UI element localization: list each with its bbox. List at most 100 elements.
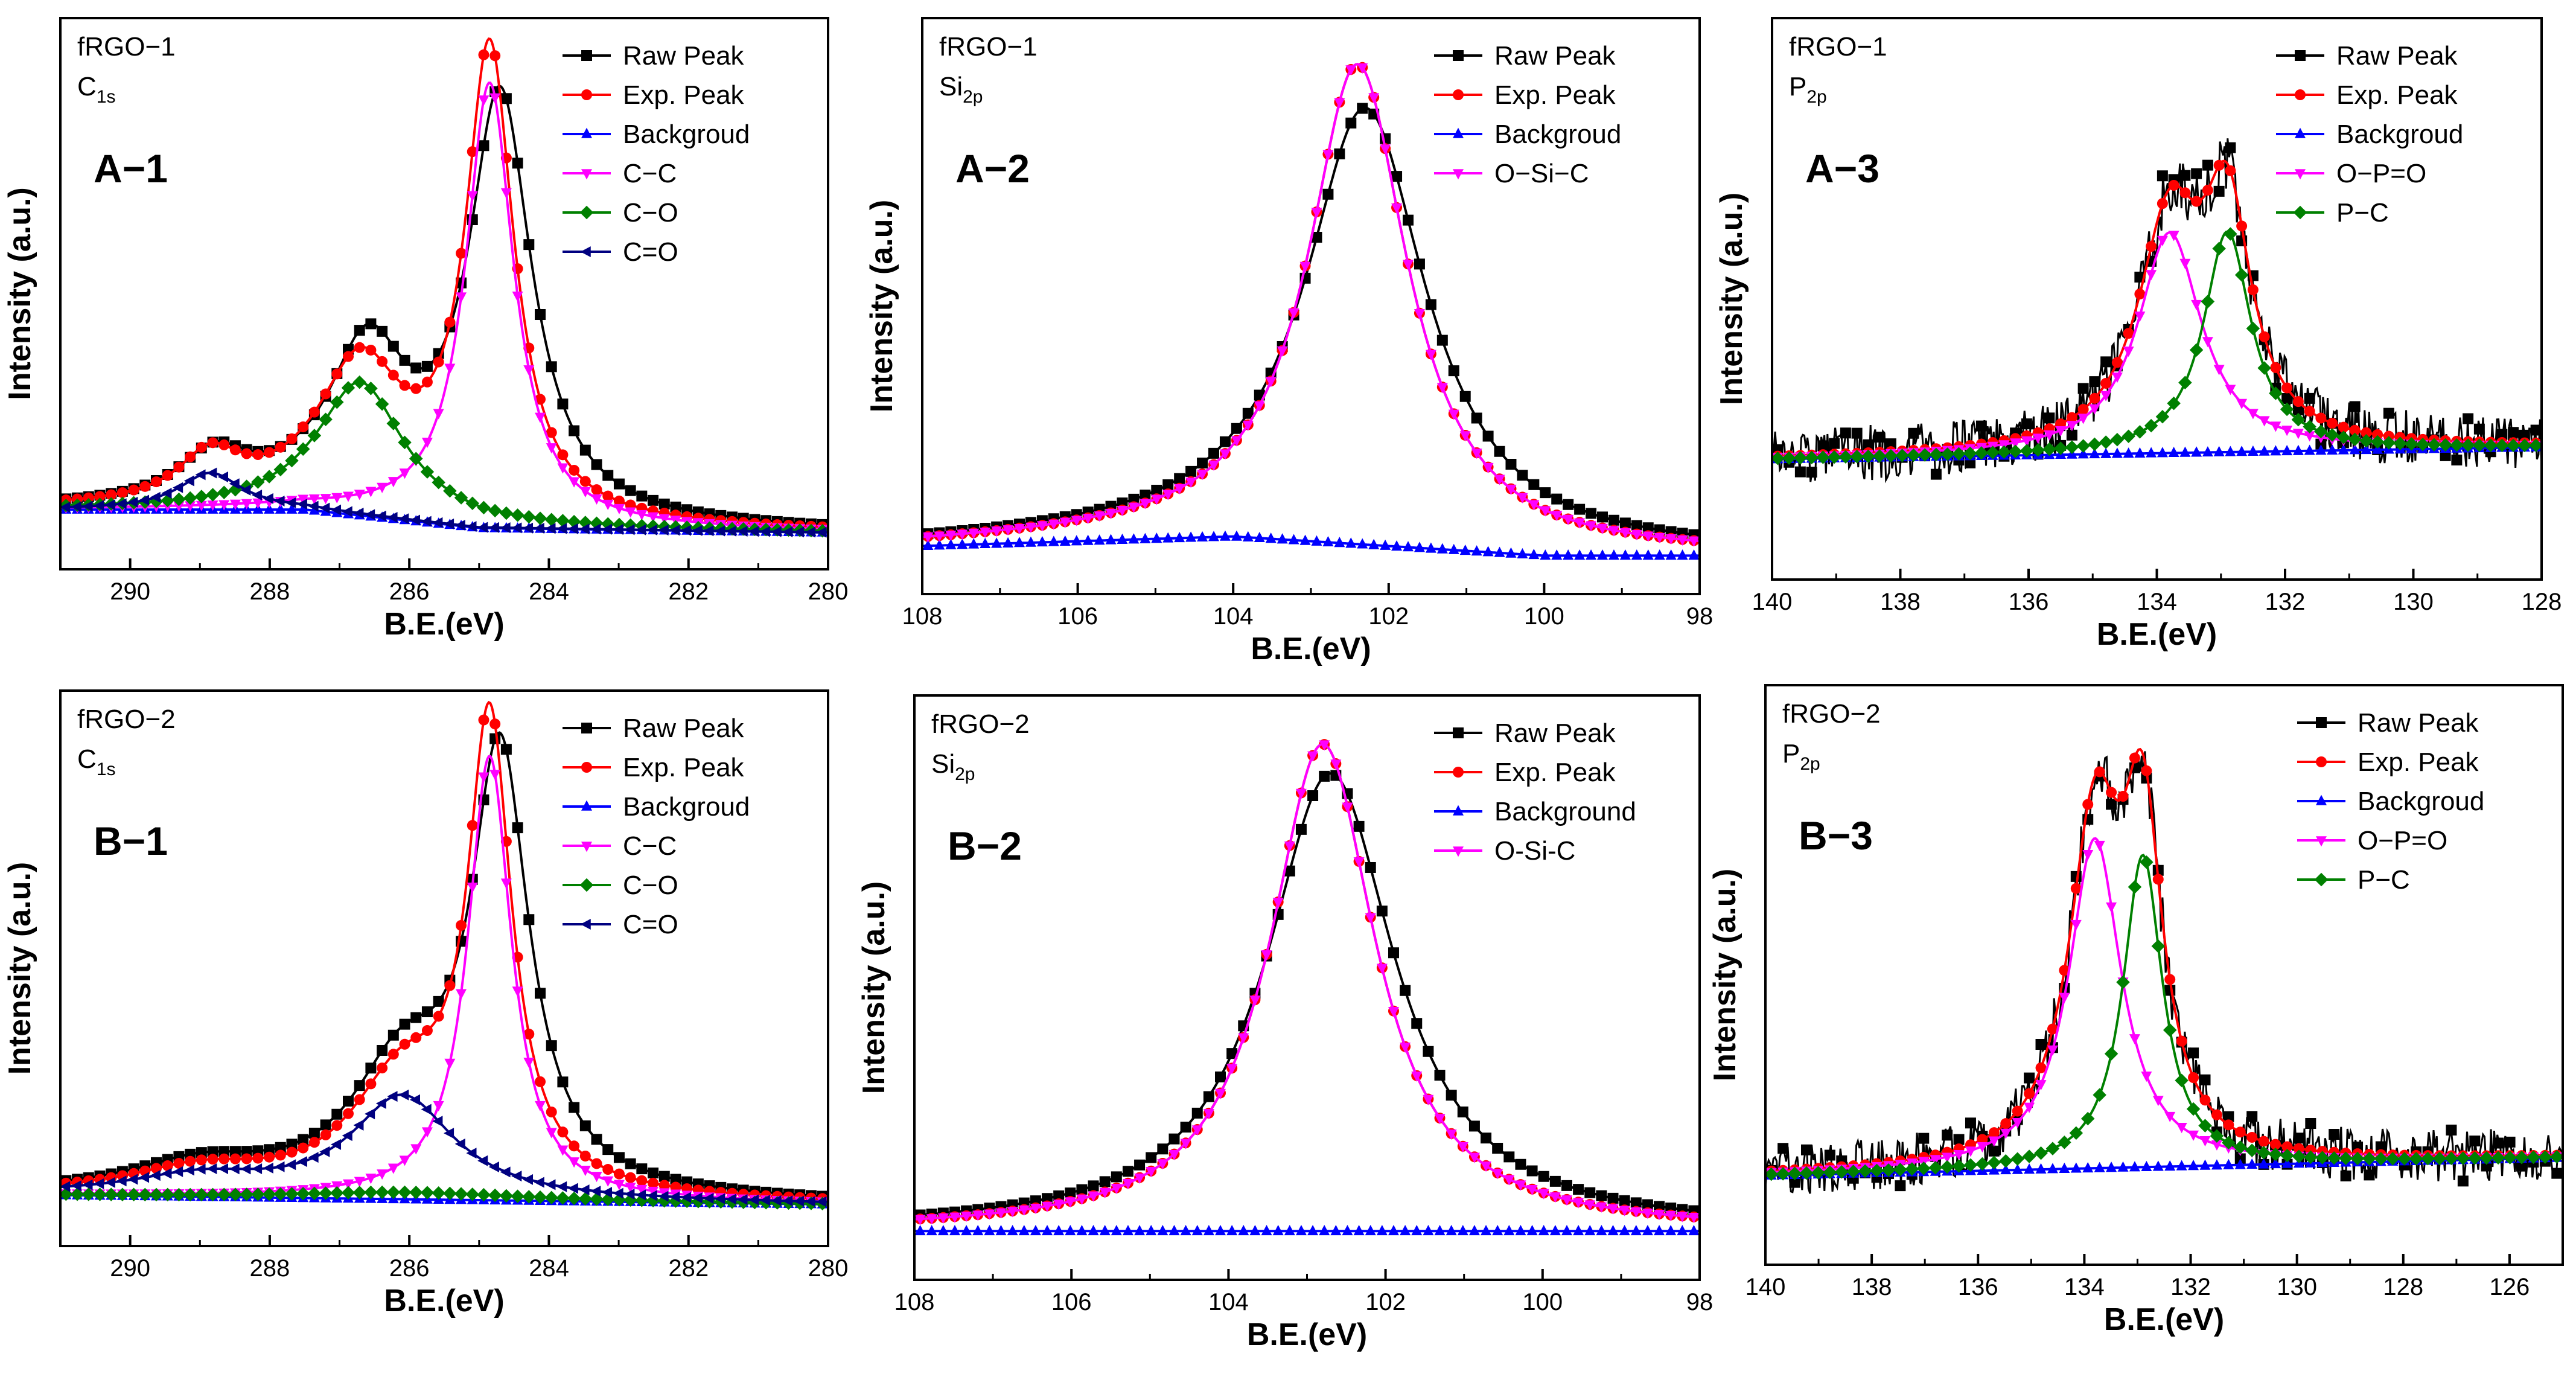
background-point (1088, 1224, 1099, 1236)
background-point (1619, 549, 1631, 560)
core-level-label: P2p (1782, 739, 1820, 774)
legend: Raw Peak Exp. Peak Backgroud O−P=O P−C (2297, 708, 2484, 895)
osic-point (1180, 1139, 1191, 1149)
osic-point (1688, 1213, 1700, 1224)
raw-point (1065, 1187, 1076, 1199)
co-point (285, 453, 299, 468)
osic-point (1574, 518, 1586, 529)
co-point (341, 1186, 355, 1200)
osic-point (1261, 950, 1272, 961)
cc-point (591, 494, 602, 505)
ceqo-point (714, 525, 725, 537)
raw-point (2035, 1038, 2047, 1050)
osic-point (1299, 261, 1311, 272)
co-point (194, 1187, 209, 1202)
opo-point (2129, 1034, 2140, 1045)
raw-point (1099, 1176, 1111, 1187)
exp-point (535, 1076, 546, 1087)
exp-point (2211, 1109, 2222, 1120)
opo-line (1772, 231, 2542, 459)
ceqo-point (183, 475, 194, 487)
exp-point (2123, 328, 2134, 339)
exp-point (2293, 1143, 2304, 1154)
ceqo-point (195, 1163, 206, 1175)
raw-point (1295, 823, 1307, 835)
ceqo-point (138, 1172, 150, 1183)
ceqo-point (71, 1180, 81, 1192)
background-point (2106, 1162, 2117, 1172)
raw-point (1817, 440, 1829, 452)
pc-point (1858, 1164, 1872, 1178)
osic-point (1654, 1210, 1665, 1221)
raw-point (1162, 479, 1174, 491)
pc-point (2155, 410, 2170, 424)
background-point (1053, 1224, 1065, 1236)
co-point (70, 1187, 84, 1201)
legend-item-background: Backgroud (623, 120, 750, 149)
ceqo-point (816, 526, 827, 538)
raw-point (354, 1080, 365, 1091)
pc-point (2348, 432, 2362, 447)
co-point (206, 488, 220, 502)
background-point (298, 503, 309, 514)
pc-point (1986, 446, 2000, 459)
opo-point (2157, 235, 2168, 246)
exp-point (2236, 220, 2248, 232)
exp-point (523, 1028, 535, 1040)
series-opo (1772, 231, 2542, 464)
pc-point (1811, 1166, 1825, 1180)
opo-point (2176, 1122, 2187, 1134)
osic-point (957, 529, 968, 540)
co-point (285, 1187, 299, 1201)
exp-point (207, 437, 218, 449)
ceqo-point (714, 1193, 725, 1204)
background-point (286, 503, 298, 514)
raw-point (613, 478, 625, 490)
ceqo-point (173, 1166, 183, 1177)
cc-point (613, 503, 625, 515)
ceqo-point (511, 522, 522, 534)
pc-point (1974, 446, 1989, 460)
exp-point (579, 476, 591, 487)
raw-line (1772, 138, 2542, 484)
osic-point (1231, 436, 1242, 447)
pc-point (2427, 438, 2441, 452)
legend-marker (1453, 169, 1464, 180)
raw-point (1619, 1195, 1630, 1206)
exp-point (613, 495, 625, 506)
co-point (81, 1187, 96, 1201)
x-tick-label: 282 (668, 578, 709, 605)
background-point (957, 538, 968, 549)
pc-line (1765, 854, 2563, 1176)
background-point (2089, 448, 2100, 459)
x-tick-label: 286 (389, 578, 430, 605)
legend-item-raw: Raw Peak (2358, 708, 2479, 738)
legend-marker (1453, 50, 1464, 61)
background-point (1076, 1224, 1088, 1236)
co-point (443, 484, 457, 498)
background-point (1459, 544, 1471, 555)
background-point (2146, 447, 2157, 458)
exp-point (196, 1154, 207, 1166)
raw-point (2496, 429, 2508, 440)
raw-point (1185, 465, 1197, 477)
background-point (1122, 1224, 1133, 1236)
co-point (386, 1185, 401, 1200)
opo-point (2055, 426, 2067, 437)
opo-point (2141, 1072, 2152, 1082)
raw-point (1528, 479, 1540, 490)
pc-point (2325, 428, 2339, 442)
ceqo-point (421, 516, 432, 527)
background-point (934, 539, 945, 550)
raw-point (252, 1145, 264, 1157)
exp-point (467, 146, 478, 158)
pc-point (1835, 1165, 1849, 1179)
pc-point (2350, 1151, 2365, 1166)
x-axis-label: B.E.(eV) (384, 1283, 504, 1318)
raw-point (1642, 1199, 1653, 1210)
background-point (1215, 1224, 1226, 1236)
background-point (972, 1224, 984, 1236)
x-tick-label: 108 (894, 1289, 935, 1315)
co-point (296, 442, 310, 456)
exp-point (421, 1025, 433, 1037)
